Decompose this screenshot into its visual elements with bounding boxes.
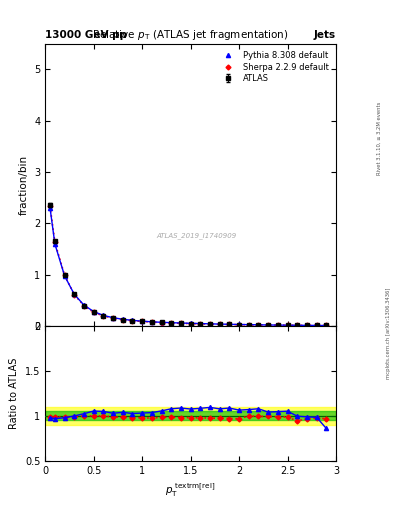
Sherpa 2.2.9 default [48, 203, 52, 209]
Bar [45, 407, 336, 425]
Pythia 8.308 default [91, 308, 96, 314]
Text: Jets: Jets [314, 30, 336, 40]
Pythia 8.308 default [324, 323, 329, 329]
Sherpa 2.2.9 default [82, 303, 86, 309]
Sherpa 2.2.9 default [140, 318, 145, 325]
Sherpa 2.2.9 default [275, 322, 280, 328]
Pythia 8.308 default [48, 205, 52, 211]
Sherpa 2.2.9 default [149, 319, 154, 325]
Text: ATLAS_2019_I1740909: ATLAS_2019_I1740909 [156, 232, 237, 239]
Sherpa 2.2.9 default [120, 316, 125, 323]
Pythia 8.308 default [275, 322, 280, 328]
Line: Pythia 8.308 default: Pythia 8.308 default [48, 206, 329, 328]
Pythia 8.308 default [246, 322, 251, 328]
Sherpa 2.2.9 default [62, 272, 67, 279]
Sherpa 2.2.9 default [111, 315, 116, 321]
Sherpa 2.2.9 default [256, 322, 261, 328]
Sherpa 2.2.9 default [72, 291, 77, 297]
Sherpa 2.2.9 default [91, 309, 96, 315]
Pythia 8.308 default [237, 322, 241, 328]
Sherpa 2.2.9 default [314, 323, 319, 329]
Title: Relative $p_{\mathrm{T}}$ (ATLAS jet fragmentation): Relative $p_{\mathrm{T}}$ (ATLAS jet fra… [92, 28, 289, 42]
Pythia 8.308 default [305, 322, 309, 328]
Pythia 8.308 default [82, 302, 86, 308]
Pythia 8.308 default [208, 321, 212, 327]
Sherpa 2.2.9 default [198, 321, 203, 327]
Pythia 8.308 default [72, 291, 77, 297]
Pythia 8.308 default [178, 320, 183, 326]
Sherpa 2.2.9 default [217, 321, 222, 327]
Sherpa 2.2.9 default [266, 322, 270, 328]
Pythia 8.308 default [101, 312, 106, 318]
Pythia 8.308 default [295, 322, 299, 328]
Pythia 8.308 default [111, 315, 116, 321]
Bar [45, 412, 336, 420]
Sherpa 2.2.9 default [237, 322, 241, 328]
Pythia 8.308 default [188, 320, 193, 326]
Pythia 8.308 default [120, 316, 125, 323]
Text: Rivet 3.1.10, ≥ 3.2M events: Rivet 3.1.10, ≥ 3.2M events [377, 101, 382, 175]
Pythia 8.308 default [169, 319, 174, 326]
Pythia 8.308 default [62, 273, 67, 279]
Pythia 8.308 default [130, 317, 135, 324]
Sherpa 2.2.9 default [101, 313, 106, 319]
Line: Sherpa 2.2.9 default: Sherpa 2.2.9 default [48, 205, 328, 327]
Text: mcplots.cern.ch [arXiv:1306.3436]: mcplots.cern.ch [arXiv:1306.3436] [386, 287, 391, 378]
Y-axis label: Ratio to ATLAS: Ratio to ATLAS [9, 358, 19, 429]
Pythia 8.308 default [149, 319, 154, 325]
Sherpa 2.2.9 default [208, 321, 212, 327]
Pythia 8.308 default [217, 321, 222, 327]
X-axis label: $p_{\rm T}^{\rm\ textrm[rel]}$: $p_{\rm T}^{\rm\ textrm[rel]}$ [165, 481, 216, 499]
Sherpa 2.2.9 default [188, 321, 193, 327]
Pythia 8.308 default [53, 241, 57, 247]
Pythia 8.308 default [227, 321, 232, 327]
Pythia 8.308 default [159, 319, 164, 325]
Y-axis label: fraction/bin: fraction/bin [18, 155, 29, 215]
Sherpa 2.2.9 default [295, 322, 299, 328]
Pythia 8.308 default [198, 321, 203, 327]
Pythia 8.308 default [266, 322, 270, 328]
Sherpa 2.2.9 default [130, 317, 135, 324]
Text: 13000 GeV pp: 13000 GeV pp [45, 30, 127, 40]
Legend: Pythia 8.308 default, Sherpa 2.2.9 default, ATLAS: Pythia 8.308 default, Sherpa 2.2.9 defau… [214, 48, 332, 87]
Pythia 8.308 default [140, 318, 145, 324]
Sherpa 2.2.9 default [285, 322, 290, 328]
Sherpa 2.2.9 default [305, 322, 309, 328]
Sherpa 2.2.9 default [324, 323, 329, 329]
Sherpa 2.2.9 default [246, 322, 251, 328]
Sherpa 2.2.9 default [178, 320, 183, 326]
Pythia 8.308 default [285, 322, 290, 328]
Sherpa 2.2.9 default [159, 319, 164, 326]
Sherpa 2.2.9 default [53, 239, 57, 245]
Pythia 8.308 default [256, 322, 261, 328]
Pythia 8.308 default [314, 323, 319, 329]
Sherpa 2.2.9 default [169, 320, 174, 326]
Sherpa 2.2.9 default [227, 322, 232, 328]
